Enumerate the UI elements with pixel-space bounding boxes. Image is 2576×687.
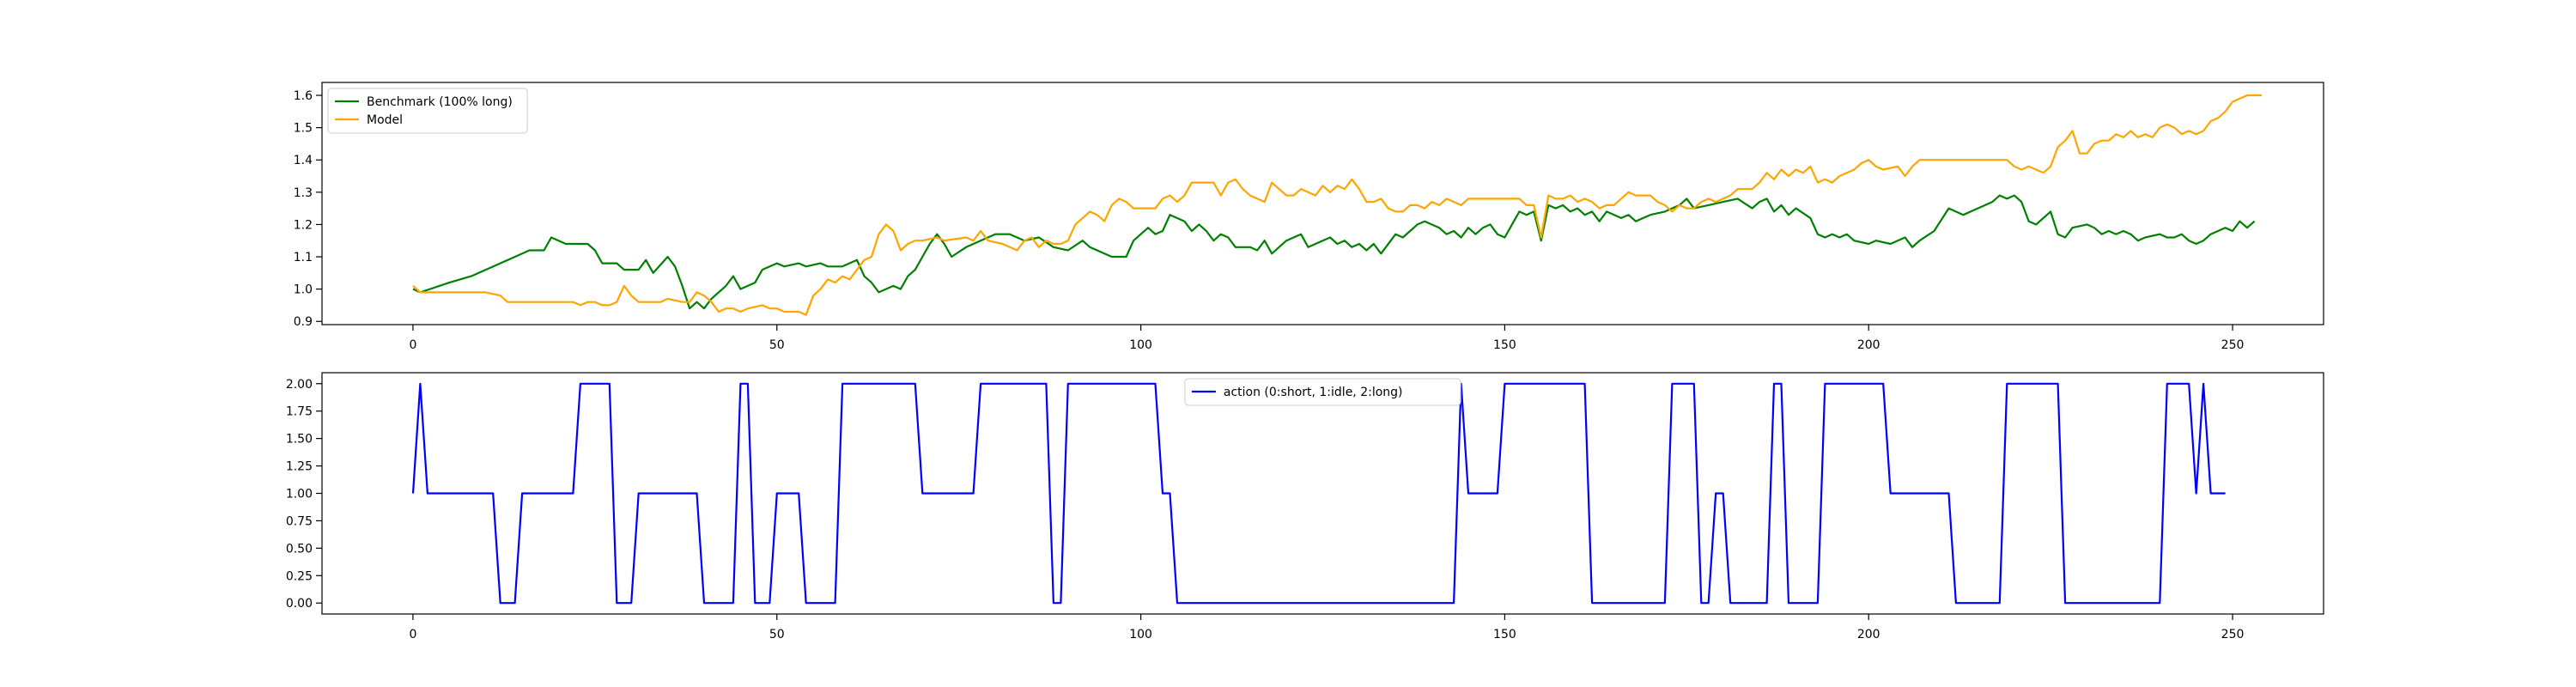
y-tick-label: 0.75: [286, 514, 313, 528]
y-tick-label: 0.50: [286, 542, 313, 556]
legend-label: Benchmark (100% long): [367, 95, 513, 109]
y-tick-label: 0.25: [286, 569, 313, 583]
y-tick-label: 1.4: [294, 154, 313, 167]
legend: Benchmark (100% long) Model: [327, 88, 528, 134]
y-tick-label: 1.50: [286, 433, 313, 447]
x-tick-label: 0: [409, 338, 416, 352]
legend-box: [327, 88, 528, 134]
series-line-1-0: [411, 382, 2226, 605]
y-tick-label: 1.75: [286, 405, 313, 419]
y-tick-label: 1.0: [294, 283, 313, 297]
x-tick-label: 150: [1493, 628, 1516, 641]
y-tick-label: 1.2: [294, 218, 313, 232]
y-tick-label: 1.3: [294, 186, 313, 200]
x-tick-label: 150: [1493, 338, 1516, 352]
x-tick-label: 250: [2221, 338, 2245, 352]
legend: action (0:short, 1:idle, 2:long): [1184, 378, 1461, 406]
top-chart-benchmark-vs-model: 0 50 100 150 200 250 0.9 1.0 1.1 1.2 1.3 1.4 1.5 1.6 B…: [294, 82, 2324, 352]
y-tick-label: 1.6: [294, 89, 313, 103]
x-tick-label: 50: [769, 338, 785, 352]
x-tick-label: 200: [1857, 628, 1880, 641]
y-tick-label: 2.00: [286, 378, 313, 392]
series-line-0-1: [412, 94, 2262, 316]
y-tick-label: 1.00: [286, 488, 313, 502]
x-tick-label: 100: [1129, 338, 1152, 352]
y-tick-label: 1.1: [294, 251, 313, 264]
x-tick-label: 50: [769, 628, 785, 641]
legend-box: [1184, 378, 1461, 406]
y-tick-label: 1.25: [286, 460, 313, 474]
legend-label: action (0:short, 1:idle, 2:long): [1224, 386, 1403, 399]
series-line-0-0: [412, 194, 2256, 310]
y-tick-label: 0.9: [294, 315, 313, 329]
x-tick-label: 0: [409, 628, 416, 641]
x-tick-label: 100: [1129, 628, 1152, 641]
x-tick-label: 200: [1857, 338, 1880, 352]
x-tick-label: 250: [2221, 628, 2245, 641]
legend-label: Model: [367, 113, 403, 127]
y-tick-label: 0.00: [286, 597, 313, 611]
bottom-chart-action: 0 50 100 150 200 250 0.00 0.25 0.50 0.75 1.00 1.25 1…: [286, 372, 2324, 641]
axes-frame: [321, 82, 2324, 325]
y-tick-label: 1.5: [294, 122, 313, 136]
